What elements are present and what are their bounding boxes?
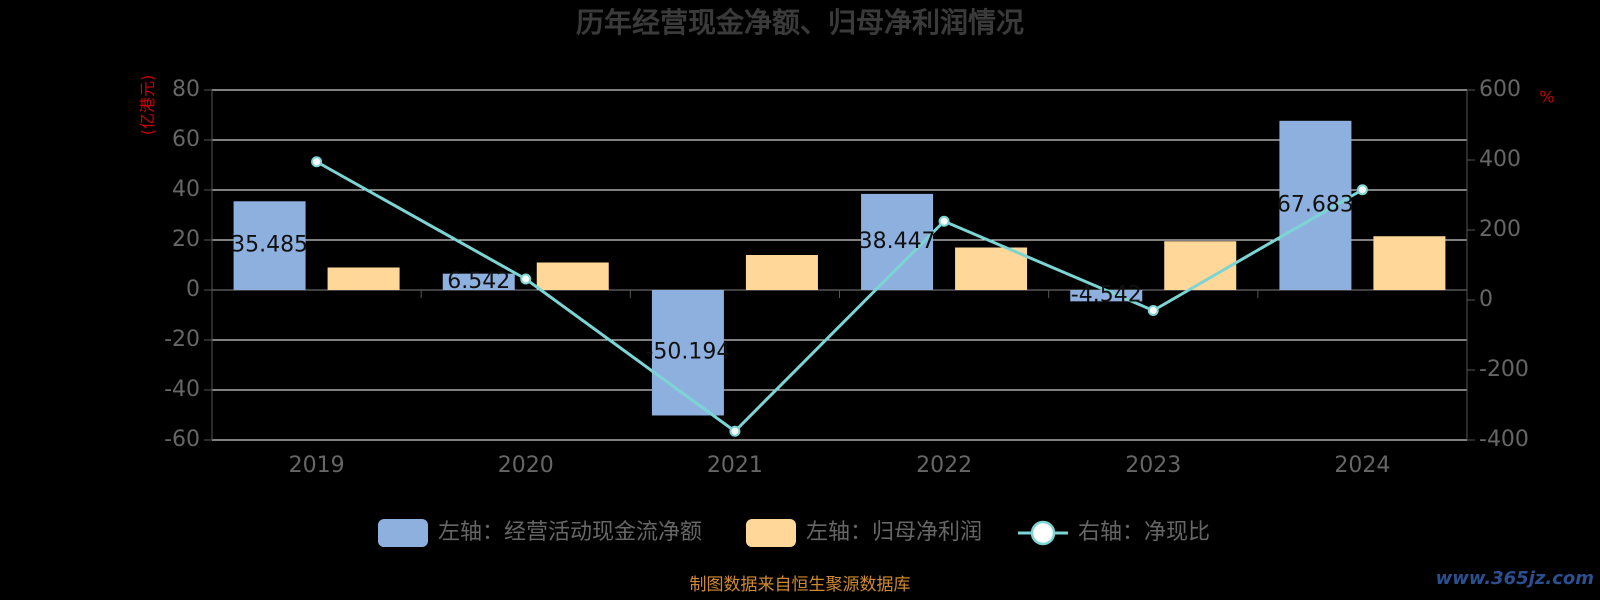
data-labels: 35.485 6.542 -50.194 38.447 -4.542 67.683 [231,192,1354,364]
bar-net-profit [536,262,609,290]
legend-label-ratio: 右轴：净现比 [1078,520,1210,545]
bar-net-profit [327,267,400,290]
legend-label-net-profit: 左轴：归母净利润 [806,520,982,545]
bar-cash-flow-label: 35.485 [231,233,308,258]
legend-label-cash-flow: 左轴：经营活动现金流净额 [438,520,702,545]
left-tick-label: -60 [164,427,200,452]
right-tick-label: -400 [1479,427,1529,452]
legend-swatch-ratio-marker [1030,520,1056,546]
x-tick-label: 2020 [498,453,554,478]
x-tick-label: 2021 [707,453,763,478]
bar-cash-flow-label: 38.447 [859,229,936,254]
chart-title: 历年经营现金净额、归母净利润情况 [576,6,1024,39]
bar-cash-flow-label: 6.542 [447,269,510,294]
ratio-point [520,273,532,285]
bar-cash-flow [861,193,934,290]
left-tick-label: -40 [164,377,200,402]
ratio-point [1356,184,1368,196]
bar-cash-flow [442,273,515,290]
left-tick-label: 40 [172,177,200,202]
right-axis-unit: % [1539,88,1554,107]
right-tick-label: 0 [1479,287,1493,312]
ratio-point [311,156,323,168]
data-source-note: 制图数据来自恒生聚源数据库 [690,575,911,595]
right-tick-label: 200 [1479,217,1521,242]
left-tick-label: 80 [172,77,200,102]
right-tick-label: 400 [1479,147,1521,172]
watermark: www.365jz.com [1436,568,1594,589]
left-tick-label: 20 [172,227,200,252]
ratio-point [1147,305,1159,316]
bar-cash-flow-label: -4.542 [1071,283,1142,308]
gridlines [212,89,1467,441]
bars [233,120,1446,416]
legend-swatch-net-profit [746,519,796,547]
left-axis-unit: (亿港元) [138,75,157,136]
bar-net-profit [745,255,818,290]
bar-cash-flow-label: -50.194 [645,340,730,365]
left-tick-label: -20 [164,327,200,352]
bar-cash-flow-label: 67.683 [1277,192,1354,217]
bar-cash-flow [1279,120,1352,290]
legend: 左轴：经营活动现金流净额 左轴：归母净利润 右轴：净现比 [378,519,1210,547]
ratio-line [311,156,1368,437]
bar-cash-flow [651,290,724,416]
x-tick-label: 2024 [1334,453,1390,478]
x-tick-label: 2023 [1125,453,1181,478]
left-tick-label: 60 [172,127,200,152]
x-tick-label: 2019 [289,453,345,478]
ratio-line-path [315,160,1364,434]
ratio-point [729,425,741,437]
ratio-point [938,215,950,227]
bar-cash-flow [1070,290,1143,302]
axes: 806040200-20-40-606004002000-200-4002019… [164,77,1529,478]
bar-cash-flow [233,201,306,290]
right-tick-label: -200 [1479,357,1529,382]
x-tick-label: 2022 [916,453,972,478]
bar-net-profit [955,247,1028,290]
left-tick-label: 0 [186,277,200,302]
bar-net-profit [1373,236,1446,290]
legend-swatch-cash-flow [378,519,428,547]
right-tick-label: 600 [1479,77,1521,102]
